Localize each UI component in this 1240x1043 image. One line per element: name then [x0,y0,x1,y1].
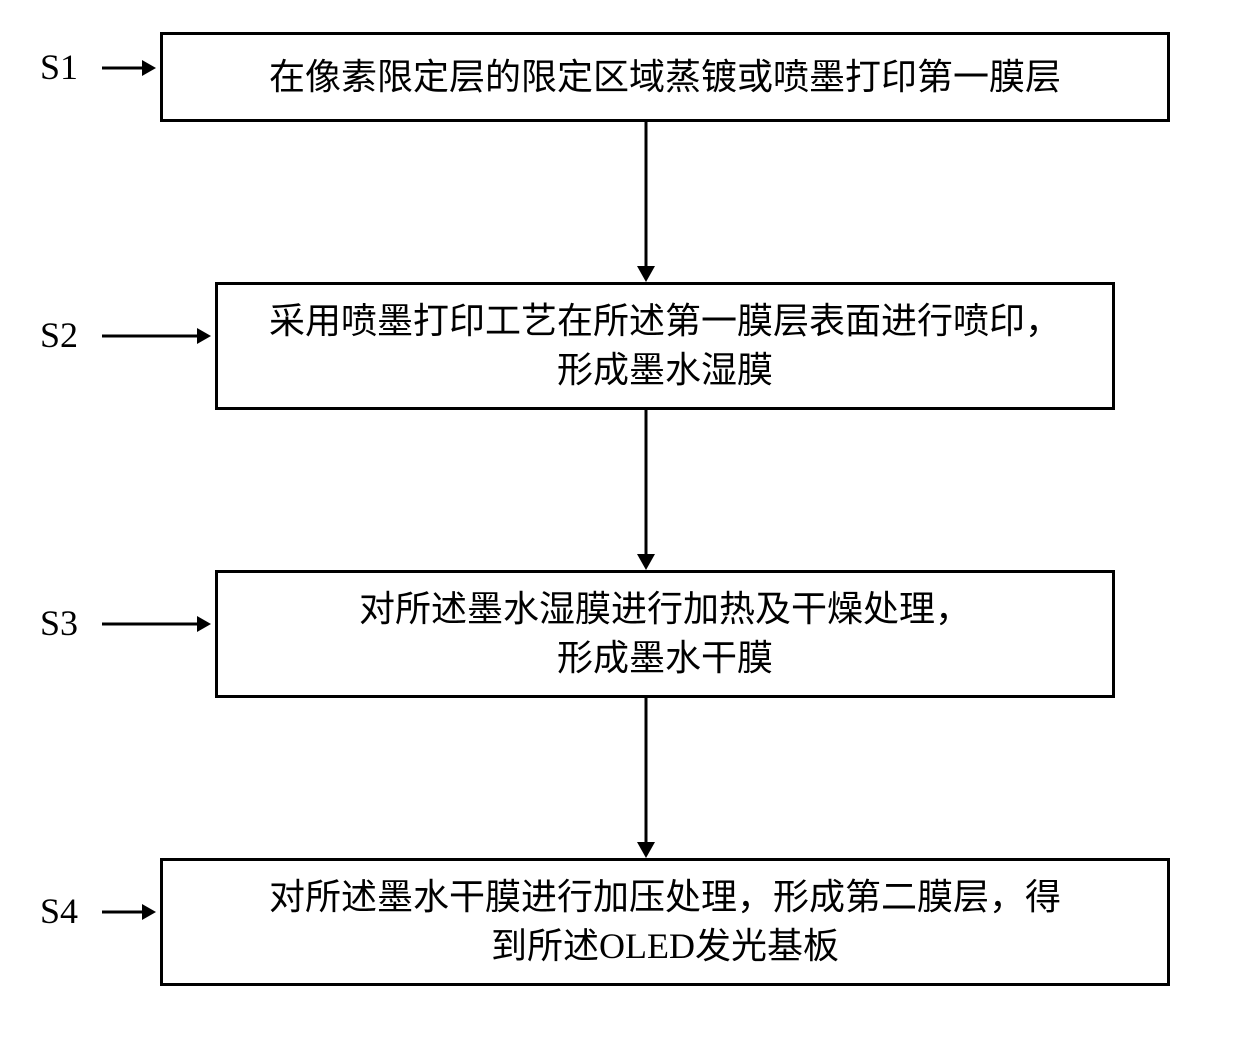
step-text-s4-line2: 到所述OLED发光基板 [491,922,839,971]
step-text-s4-line1: 对所述墨水干膜进行加压处理，形成第二膜层，得 [269,873,1061,922]
label-arrow-s1 [102,56,156,80]
connector-arrow-3 [632,698,660,858]
connector-arrow-1 [632,122,660,282]
step-text-s1-line1: 在像素限定层的限定区域蒸镀或喷墨打印第一膜层 [269,53,1061,102]
label-arrow-s4 [102,900,156,924]
label-arrow-s3 [102,612,211,636]
step-label-s4: S4 [40,890,78,932]
step-label-s3: S3 [40,602,78,644]
step-label-s1: S1 [40,46,78,88]
step-text-s3-line1: 对所述墨水湿膜进行加热及干燥处理， [359,585,971,634]
flowchart-canvas: S1 在像素限定层的限定区域蒸镀或喷墨打印第一膜层 S2 采用喷墨打印工艺在所述第一膜… [0,0,1240,1043]
step-label-s2: S2 [40,314,78,356]
connector-arrow-2 [632,410,660,570]
step-text-s2-line2: 形成墨水湿膜 [557,346,773,395]
step-box-s2: 采用喷墨打印工艺在所述第一膜层表面进行喷印，形成墨水湿膜 [215,282,1115,410]
step-text-s2-line1: 采用喷墨打印工艺在所述第一膜层表面进行喷印， [269,297,1061,346]
step-box-s3: 对所述墨水湿膜进行加热及干燥处理，形成墨水干膜 [215,570,1115,698]
step-box-s4: 对所述墨水干膜进行加压处理，形成第二膜层，得到所述OLED发光基板 [160,858,1170,986]
label-arrow-s2 [102,324,211,348]
step-text-s3-line2: 形成墨水干膜 [557,634,773,683]
step-box-s1: 在像素限定层的限定区域蒸镀或喷墨打印第一膜层 [160,32,1170,122]
